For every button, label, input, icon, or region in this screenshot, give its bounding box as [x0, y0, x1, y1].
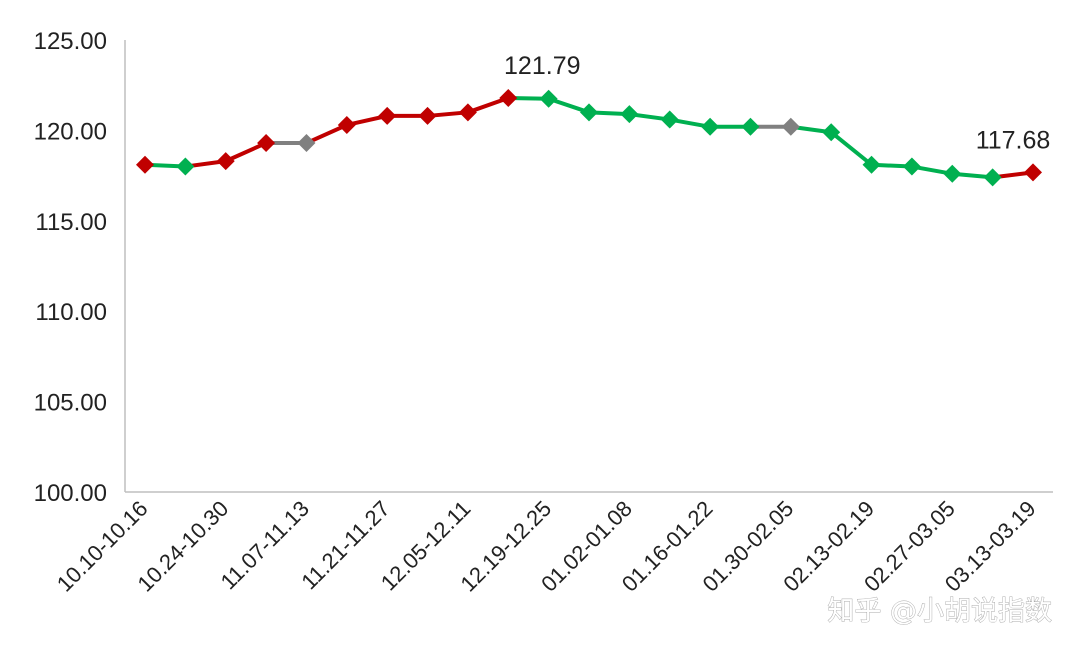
data-point-marker: [660, 110, 679, 129]
data-point-marker: [216, 152, 235, 171]
x-axis-ticks: 10.10-10.1610.24-10.3011.07-11.1311.21-1…: [52, 496, 1041, 597]
y-tick-label: 120.00: [34, 118, 107, 145]
data-point-marker: [741, 117, 760, 136]
line-segment: [223, 141, 269, 164]
line-segment: [304, 122, 349, 146]
data-point-marker: [983, 168, 1002, 187]
data-point-marker: [620, 105, 639, 124]
data-point-marker: [257, 134, 276, 153]
data-label: 117.68: [976, 126, 1051, 154]
data-point-marker: [943, 164, 962, 183]
data-point-marker: [539, 89, 558, 108]
series-markers: [136, 89, 1042, 187]
y-axis-ticks: 100.00 105.00 110.00 115.00 120.00 125.00: [34, 28, 107, 507]
line-segment: [829, 130, 874, 167]
watermark-text: 知乎 @小胡说指数: [827, 596, 1052, 627]
data-labels: 121.79 117.68: [504, 52, 1050, 154]
data-point-marker: [822, 123, 841, 142]
y-tick-label: 125.00: [34, 28, 107, 55]
y-tick-label: 110.00: [35, 299, 107, 326]
y-tick-label: 100.00: [34, 480, 107, 507]
y-tick-label: 115.00: [35, 209, 107, 236]
data-point-marker: [781, 117, 800, 136]
data-point-marker: [580, 103, 598, 122]
data-point-marker: [458, 103, 477, 122]
data-point-marker: [378, 106, 397, 125]
data-point-marker: [136, 155, 154, 174]
data-point-marker: [418, 106, 437, 125]
y-tick-label: 105.00: [34, 390, 107, 417]
data-label: 121.79: [504, 52, 580, 80]
axes: [124, 40, 1053, 493]
line-segment: [465, 96, 511, 115]
data-point-marker: [297, 134, 316, 153]
data-point-marker: [499, 89, 518, 108]
data-point-marker: [176, 157, 195, 176]
data-point-marker: [1024, 163, 1042, 182]
data-point-marker: [337, 115, 356, 134]
data-point-marker: [701, 117, 720, 136]
data-point-marker: [902, 157, 921, 176]
data-point-marker: [862, 155, 881, 174]
